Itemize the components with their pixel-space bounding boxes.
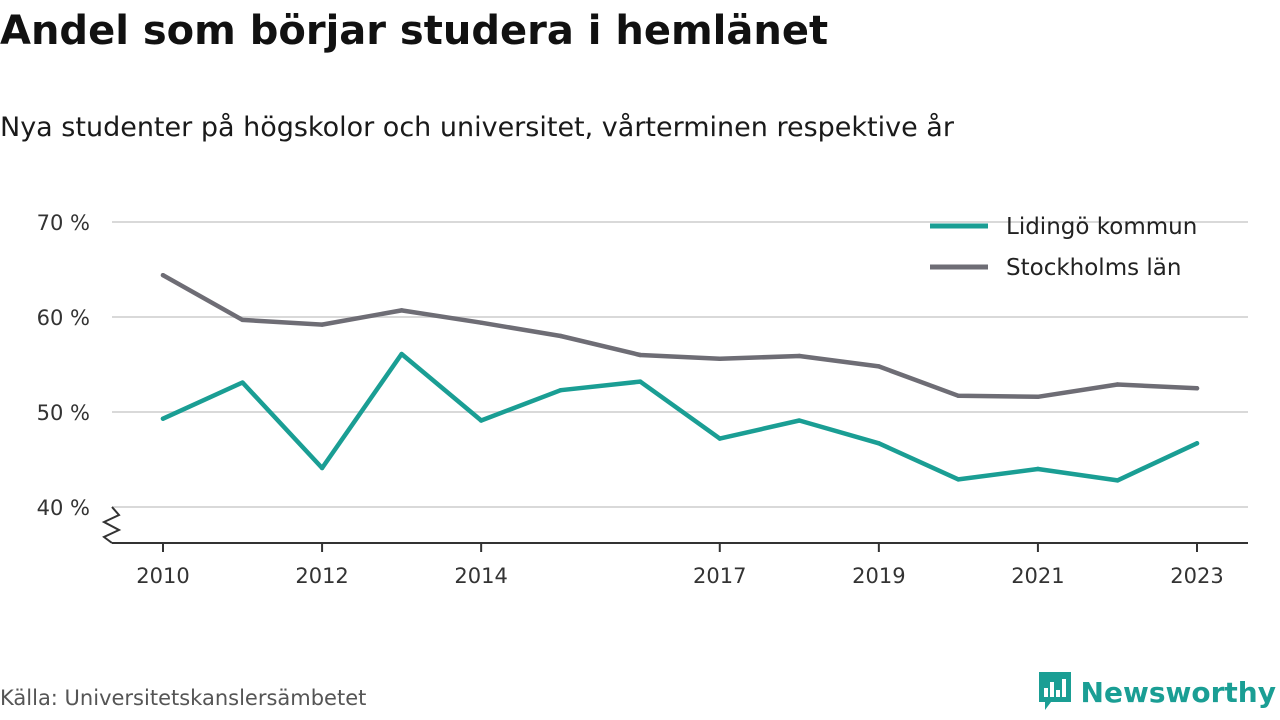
series-point — [160, 416, 166, 421]
series-point — [1194, 386, 1200, 391]
y-tick-label: 60 % — [37, 306, 90, 330]
series-point — [478, 418, 484, 423]
series-point — [638, 352, 643, 358]
series-point — [478, 320, 484, 325]
series-point — [797, 418, 802, 423]
series-point — [319, 322, 325, 327]
x-tick-label: 2021 — [1011, 564, 1064, 588]
series-point — [160, 273, 166, 278]
y-tick-label: 50 % — [37, 401, 90, 425]
legend-label: Stockholms län — [1006, 255, 1181, 281]
x-tick-label: 2019 — [852, 564, 905, 588]
series-line-1 — [160, 351, 1200, 483]
series-point — [638, 379, 643, 384]
series-point — [319, 465, 325, 471]
y-tick-label: 70 % — [37, 211, 90, 235]
series-point — [717, 356, 722, 361]
x-tick-label: 2017 — [693, 564, 746, 588]
newsworthy-logo-icon — [1038, 672, 1071, 710]
series-point — [558, 387, 563, 393]
source-note: Källa: Universitetskanslersämbetet — [0, 686, 367, 710]
x-tick-label: 2010 — [136, 564, 189, 588]
series-point — [797, 353, 802, 359]
series-point — [1115, 382, 1120, 387]
chart-subtitle: Nya studenter på högskolor och universit… — [0, 112, 954, 143]
series-line-2 — [160, 272, 1200, 400]
x-tick-label: 2012 — [295, 564, 348, 588]
series-point — [240, 317, 245, 323]
series-point — [1035, 394, 1041, 399]
series-point — [399, 351, 404, 357]
series-point — [399, 308, 404, 313]
y-tick-label: 40 % — [37, 496, 90, 520]
x-tick-label: 2014 — [454, 564, 507, 588]
brand-name: Newsworthy — [1080, 675, 1276, 709]
chart-title: Andel som börjar studera i hemlänet — [0, 8, 829, 54]
series-point — [876, 441, 882, 446]
series-point — [1115, 478, 1120, 483]
series-point — [1194, 441, 1200, 446]
series-point — [558, 333, 563, 339]
newsworthy-brand[interactable]: Newsworthy — [1037, 670, 1276, 714]
series-point — [876, 364, 882, 369]
series-point — [240, 380, 245, 385]
series-point — [956, 477, 961, 482]
legend-label: Lidingö kommun — [1006, 214, 1197, 240]
series-point — [956, 393, 961, 399]
series-point — [1035, 466, 1041, 472]
series-point — [717, 436, 722, 441]
x-tick-label: 2023 — [1170, 564, 1223, 588]
axis-break-icon — [101, 506, 122, 544]
